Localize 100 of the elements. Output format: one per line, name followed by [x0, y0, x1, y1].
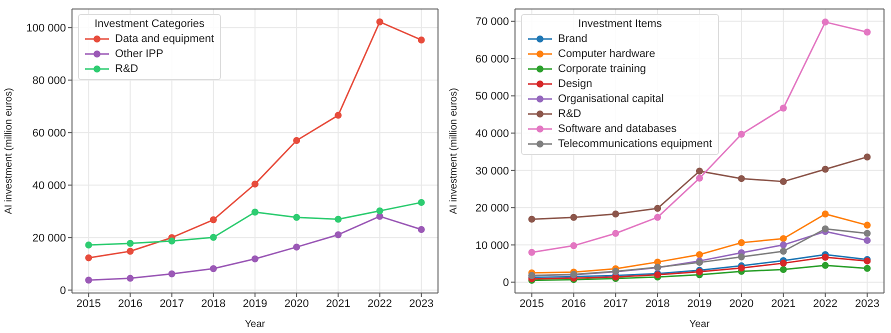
point	[696, 174, 703, 182]
point	[822, 262, 829, 269]
y-tick-label: 60 000	[32, 128, 66, 140]
x-tick-label: 2015	[76, 298, 101, 310]
point	[418, 198, 425, 206]
point	[293, 244, 300, 251]
legend-label: Other IPP	[115, 48, 164, 60]
x-tick-label: 2021	[326, 298, 350, 310]
legend-label: R&D	[558, 108, 582, 120]
point	[528, 248, 536, 256]
point	[822, 166, 829, 173]
legend-label: Software and databases	[558, 122, 677, 134]
legend-label: Computer hardware	[558, 48, 656, 60]
x-tick-label: 2018	[645, 298, 670, 310]
point	[126, 274, 134, 282]
point	[293, 214, 300, 221]
y-tick-label: 20 000	[475, 202, 509, 215]
point	[864, 222, 871, 229]
point	[210, 265, 217, 272]
point	[780, 178, 787, 186]
x-tick-label: 2019	[242, 298, 268, 310]
x-tick-label: 2023	[854, 298, 880, 310]
point	[696, 168, 703, 175]
point	[780, 266, 787, 274]
legend-label: Brand	[558, 32, 588, 44]
point	[376, 207, 384, 214]
point	[864, 153, 871, 160]
y-tick-label: 30 000	[475, 165, 509, 178]
point	[654, 214, 662, 221]
legend-label: Design	[558, 78, 592, 90]
point	[780, 260, 787, 267]
point	[864, 28, 871, 36]
point	[418, 36, 425, 44]
point	[168, 270, 176, 278]
point	[570, 242, 578, 250]
point	[780, 235, 787, 242]
point	[780, 104, 787, 112]
x-tick-label: 2020	[729, 298, 754, 310]
y-tick-label: 20 000	[32, 232, 66, 245]
y-tick-label: 80 000	[32, 75, 66, 88]
legend-title: Investment Items	[577, 18, 663, 30]
y-tick-label: 60 000	[475, 53, 509, 66]
point	[822, 18, 829, 26]
point	[864, 236, 871, 244]
x-tick-label: 2022	[813, 298, 838, 310]
point	[334, 112, 342, 119]
y-tick-label: 40 000	[475, 128, 509, 140]
x-tick-label: 2019	[687, 298, 712, 310]
x-tick-label: 2016	[118, 298, 142, 310]
x-tick-label: 2018	[201, 298, 226, 310]
point	[210, 234, 217, 241]
point	[822, 254, 829, 261]
point	[570, 214, 578, 221]
y-tick-label: 100 000	[26, 22, 66, 35]
legend-label: Telecommunications equipment	[558, 138, 712, 150]
y-tick-label: 0	[502, 277, 509, 290]
point	[738, 264, 745, 272]
point	[738, 175, 745, 182]
point	[654, 204, 662, 212]
point	[252, 208, 258, 216]
x-axis-title: Year	[244, 319, 266, 330]
point	[126, 240, 134, 247]
point	[528, 216, 536, 223]
point	[738, 130, 745, 138]
point	[252, 180, 258, 188]
point	[293, 137, 300, 144]
y-tick-label: 40 000	[32, 180, 66, 192]
x-tick-label: 2017	[603, 298, 628, 310]
point	[418, 226, 425, 233]
x-tick-label: 2022	[368, 298, 392, 310]
y-axis-title: AI investment (million euros)	[4, 88, 15, 214]
y-axis-title: AI investment (million euros)	[448, 88, 460, 214]
x-tick-label: 2015	[520, 298, 544, 310]
point	[822, 210, 829, 218]
x-tick-label: 2023	[409, 298, 434, 310]
legend-label: Organisational capital	[558, 92, 664, 104]
point	[738, 239, 745, 246]
point	[612, 210, 620, 218]
point	[738, 253, 745, 260]
point	[780, 241, 787, 248]
y-tick-label: 0	[60, 285, 66, 298]
y-tick-label: 10 000	[475, 240, 509, 252]
point	[780, 248, 787, 255]
point	[864, 230, 871, 237]
point	[210, 216, 217, 224]
point	[696, 251, 703, 258]
y-tick-label: 70 000	[475, 16, 509, 28]
point	[126, 248, 134, 255]
point	[864, 264, 871, 272]
x-tick-label: 2016	[561, 298, 586, 310]
x-tick-label: 2020	[284, 298, 309, 310]
legend-title: Investment Categories	[94, 18, 206, 30]
x-tick-label: 2017	[160, 298, 184, 310]
point	[252, 255, 258, 262]
point	[168, 238, 176, 245]
y-tick-label: 50 000	[475, 90, 509, 103]
legend-label: Corporate training	[558, 62, 646, 74]
point	[334, 216, 342, 223]
point	[85, 241, 92, 248]
legend-label: Data and equipment	[115, 32, 214, 44]
